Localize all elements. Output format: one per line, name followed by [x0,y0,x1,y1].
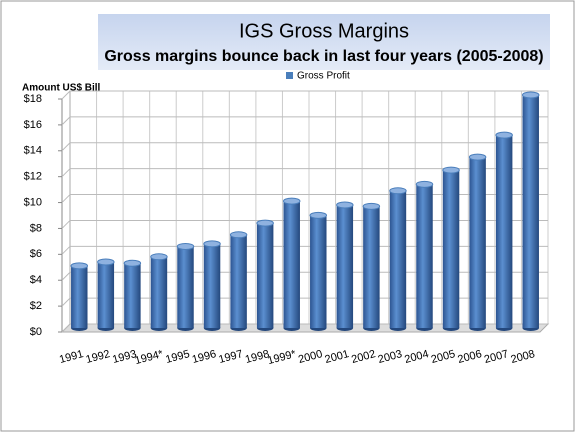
y-tick-label: $0 [30,326,42,338]
grid-depth [61,116,71,126]
bar-top [70,262,89,270]
bar [177,246,194,328]
grid-depth [61,323,71,333]
bar-top [229,231,248,239]
y-tick-label: $12 [24,171,42,183]
bar [256,223,274,328]
grid-depth [61,245,71,255]
bar [469,157,486,328]
bar-top [176,242,195,250]
title-box [98,14,550,70]
chart-title: IGS Gross Margins [239,20,409,42]
bar [522,95,539,328]
bar-top [521,91,540,99]
bar [283,201,300,328]
chart-subtitle: Gross margins bounce back in last four y… [104,48,543,65]
grid-depth [61,142,71,152]
y-tick-label: $2 [30,300,42,312]
bar [71,265,88,328]
bar-top [309,211,328,219]
grid-depth [61,194,71,203]
bar [442,170,460,328]
grid-depth [61,297,71,307]
bar [310,215,327,328]
bar-top [123,259,142,267]
bar-top [97,258,115,266]
grid-depth [61,220,71,229]
y-tick-label: $4 [30,274,42,286]
grid-depth [61,168,71,178]
y-tick-label: $18 [24,93,42,105]
bar-top [150,253,168,261]
bar-top [362,202,381,210]
legend-swatch [286,72,293,79]
bar [336,205,354,328]
bar [495,135,513,328]
bar [363,206,380,328]
bar [124,263,141,328]
bar [416,184,433,328]
bar-top [495,131,513,139]
bar-top [415,180,434,188]
bar-top [282,197,301,205]
bar [150,256,168,328]
bar-top [203,240,221,248]
y-tick-label: $14 [24,145,42,157]
grid-depth [61,90,71,100]
bar-top [468,153,487,161]
bar [230,234,247,328]
y-tick-label: $16 [24,119,42,131]
legend-label: Gross Profit [297,71,350,82]
y-tick-label: $8 [30,222,42,234]
bar [203,243,221,328]
bar-top [442,166,460,174]
bar-top [389,187,407,195]
y-axis-label: Amount US$ Bill [22,83,101,94]
y-tick-label: $10 [24,196,42,208]
bar [389,190,407,328]
y-tick-label: $6 [30,248,42,260]
bar-top [336,201,354,209]
bar-top [256,219,274,227]
bar [97,261,115,328]
grid-depth [61,271,71,281]
